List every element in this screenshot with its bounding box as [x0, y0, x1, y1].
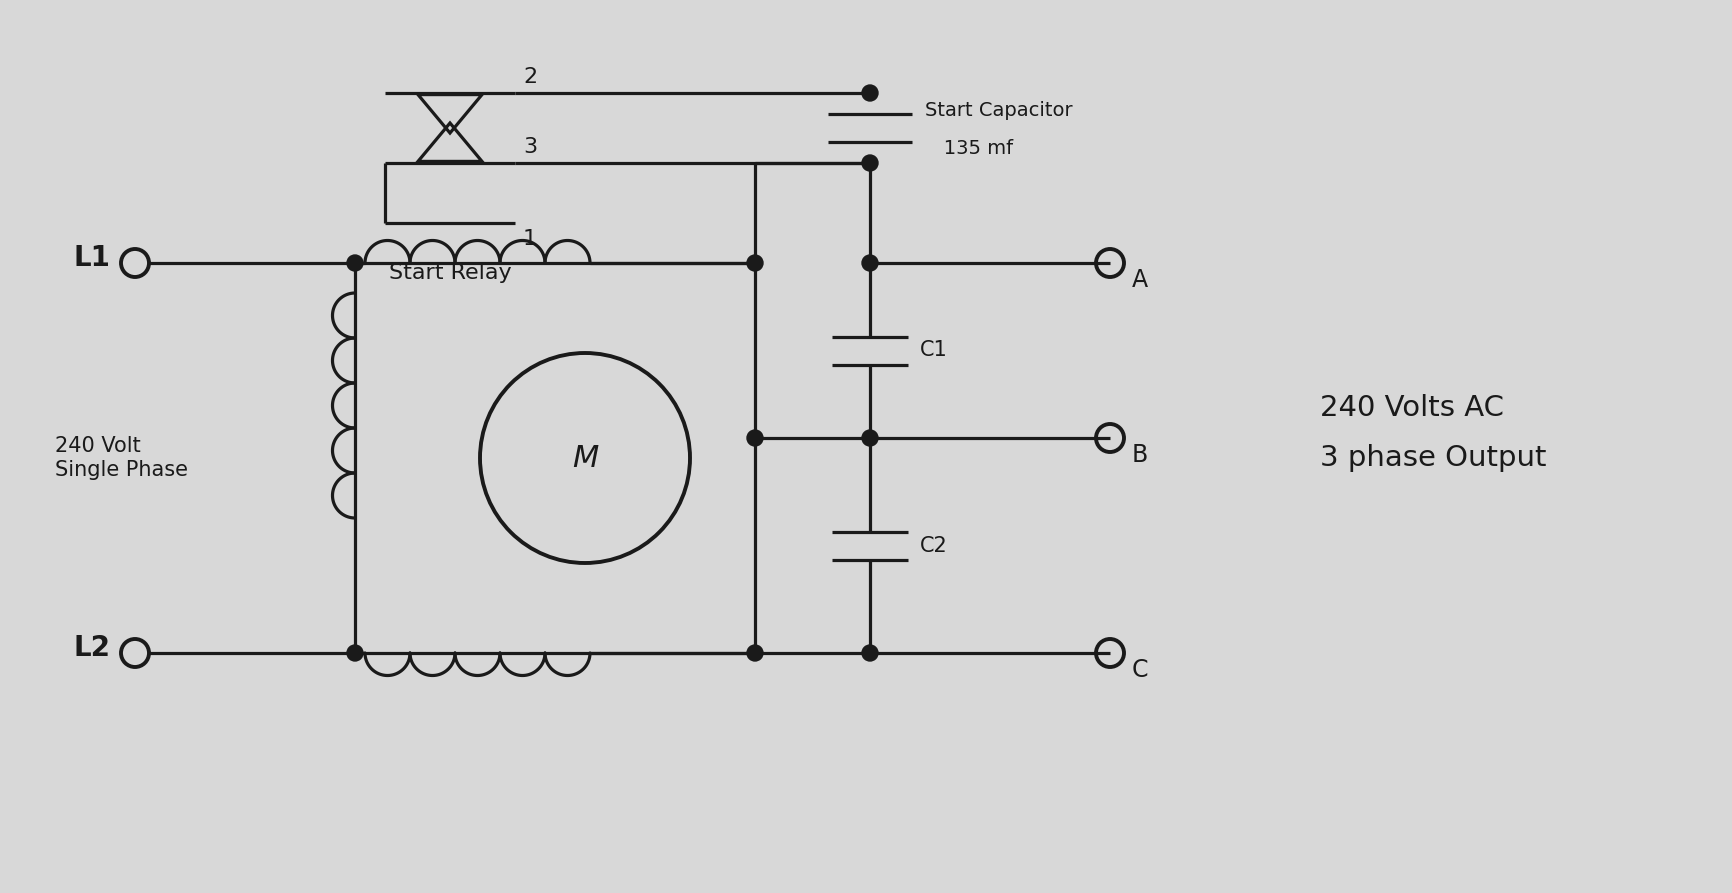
Circle shape — [746, 645, 762, 661]
Text: C1: C1 — [920, 340, 947, 361]
Circle shape — [861, 645, 878, 661]
Text: L1: L1 — [73, 244, 109, 272]
Text: A: A — [1131, 268, 1148, 292]
Circle shape — [346, 255, 362, 271]
Text: M: M — [572, 444, 598, 472]
Text: 135 mf: 135 mf — [925, 138, 1013, 157]
Bar — [355, 263, 755, 653]
Circle shape — [861, 255, 878, 271]
Circle shape — [746, 255, 762, 271]
Text: C2: C2 — [920, 536, 947, 555]
Text: B: B — [1131, 443, 1148, 467]
Text: C: C — [1131, 658, 1148, 682]
Text: 240 Volt
Single Phase: 240 Volt Single Phase — [55, 437, 187, 480]
Text: Start Capacitor: Start Capacitor — [925, 101, 1072, 120]
Text: L2: L2 — [73, 634, 109, 662]
Text: 2: 2 — [523, 67, 537, 87]
Text: 3: 3 — [523, 137, 537, 157]
Circle shape — [861, 155, 878, 171]
Circle shape — [746, 430, 762, 446]
Circle shape — [346, 645, 362, 661]
Text: 1: 1 — [523, 229, 537, 249]
Text: 240 Volts AC
3 phase Output: 240 Volts AC 3 phase Output — [1320, 394, 1545, 472]
Text: Start Relay: Start Relay — [388, 263, 511, 283]
Circle shape — [861, 430, 878, 446]
Circle shape — [861, 85, 878, 101]
